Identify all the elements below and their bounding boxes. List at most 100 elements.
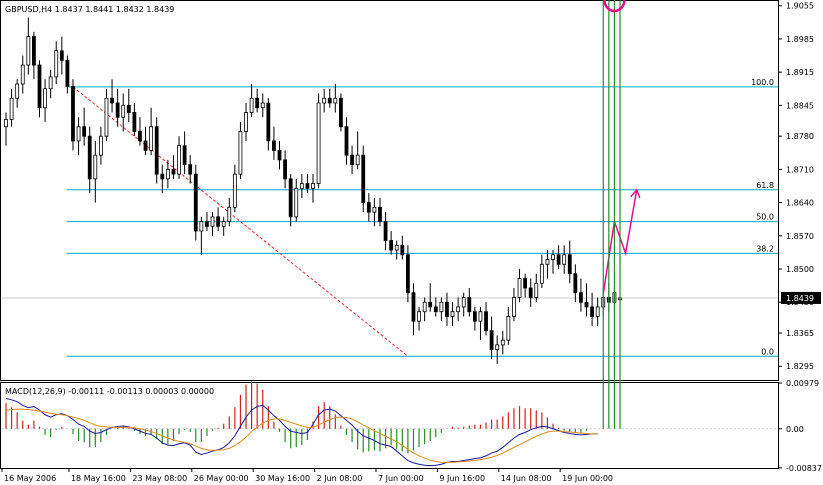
fib-level-label: 61.8 (756, 181, 774, 190)
candle (562, 245, 567, 274)
candle (48, 69, 53, 99)
candle-body (378, 206, 382, 222)
candle-body (478, 311, 483, 322)
candle (316, 93, 321, 189)
candle (244, 102, 248, 141)
crossover-circle (603, 0, 626, 13)
fib-level-label: 100.0 (751, 78, 774, 87)
candle-body (98, 135, 103, 156)
candle-body (188, 164, 193, 175)
candle-body (562, 254, 567, 265)
candle-body (450, 311, 455, 317)
time-tick-label: 16 May 2006 (4, 474, 56, 483)
macd-panel-frame (0, 382, 779, 469)
candle-body (506, 316, 511, 341)
candle (366, 193, 371, 222)
candle-body (545, 259, 550, 265)
candle (350, 145, 354, 175)
candle (567, 240, 572, 284)
candle-body (350, 154, 354, 166)
time-tick-label: 7 Jun 00:00 (378, 474, 424, 483)
candle (405, 245, 410, 303)
candle-body (54, 50, 59, 78)
candle (411, 283, 416, 336)
candle (495, 335, 500, 364)
candle (149, 107, 154, 156)
candle-body (216, 216, 221, 227)
candle (121, 93, 126, 132)
candle (15, 79, 20, 108)
candle-body (43, 88, 47, 109)
candle-body (405, 254, 410, 294)
projection-arrowhead (630, 188, 641, 199)
candle-body (366, 202, 371, 213)
trend-line-group (2, 86, 778, 357)
candle (221, 216, 226, 236)
candle-body (32, 36, 36, 66)
candles[interactable] (4, 17, 622, 364)
candle-body (495, 344, 500, 351)
candle (355, 131, 360, 170)
candle (193, 164, 198, 241)
candle (87, 126, 92, 194)
price-tick-label: 1.8295 (786, 362, 814, 371)
candle-body (433, 306, 438, 313)
candle-body (288, 178, 293, 218)
candle (65, 55, 70, 94)
candle (32, 31, 36, 80)
price-panel-frame (0, 0, 779, 381)
candle-body (4, 119, 8, 128)
candle (534, 273, 539, 303)
candle-body (539, 263, 544, 284)
candle (523, 273, 528, 298)
candle-body (500, 339, 505, 346)
candle (433, 297, 438, 317)
candle (389, 231, 394, 255)
candle (205, 212, 209, 232)
time-tick-label: 30 May 16:00 (255, 474, 310, 483)
candle-body (299, 183, 304, 189)
candle (59, 36, 64, 75)
candle-body (584, 301, 589, 308)
candle (506, 306, 511, 345)
candle (199, 216, 204, 255)
candle (450, 302, 455, 326)
candle-body (266, 102, 271, 142)
candle-body (361, 154, 366, 203)
candle-body (149, 126, 154, 151)
candle-body (15, 83, 20, 99)
candle-body (76, 126, 81, 142)
candle (82, 107, 87, 146)
candle-body (138, 131, 142, 142)
candle (76, 117, 81, 156)
candle (277, 140, 282, 170)
candle (579, 278, 583, 312)
candle (232, 164, 237, 213)
candle (573, 264, 578, 303)
candle (556, 245, 561, 270)
price-axis: 1.9055 1.8985 1.8915 1.8845 1.8780 1.8710 1.86… (778, 2, 821, 371)
candle-body (277, 150, 282, 161)
candle-body (221, 221, 226, 227)
macd-tick-label: 0.00979 (786, 379, 819, 388)
candle-body (333, 97, 338, 104)
trend-line (72, 86, 409, 357)
candle (126, 88, 131, 122)
candle (545, 250, 550, 279)
candle (551, 250, 555, 274)
candle (93, 140, 98, 203)
candle (394, 240, 399, 260)
candle (165, 159, 170, 189)
last-price-label: 1.8439 (786, 294, 814, 303)
candle (327, 88, 332, 108)
candle (528, 278, 533, 307)
symbol-header: GBPUSD,H4 1.8437 1.8441 1.8432 1.8439 (5, 5, 174, 14)
time-tick-label: 26 May 00:00 (194, 474, 249, 483)
candle-body (411, 292, 416, 322)
candle-body (177, 145, 181, 175)
macd-tick-label: 0.00 (786, 425, 804, 434)
candle (266, 98, 271, 151)
candle-body (551, 254, 555, 260)
candle (361, 145, 366, 213)
candle-body (512, 297, 516, 317)
